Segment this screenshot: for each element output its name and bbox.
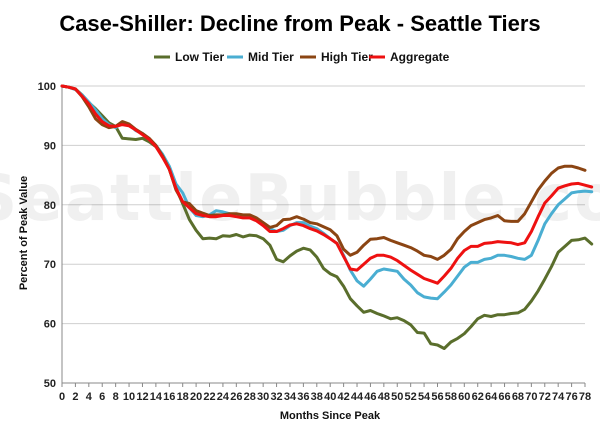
x-tick-label: 66	[498, 391, 510, 403]
y-tick-label: 90	[44, 140, 56, 152]
x-tick-label: 54	[418, 391, 431, 403]
x-tick-label: 74	[552, 391, 565, 403]
x-axis-label: Months Since Peak	[280, 410, 381, 422]
x-tick-label: 28	[244, 391, 256, 403]
x-tick-label: 6	[99, 391, 105, 403]
y-axis-label: Percent of Peak Value	[18, 176, 30, 290]
y-tick-label: 60	[44, 319, 56, 331]
y-tick-label: 70	[44, 259, 56, 271]
x-tick-label: 12	[136, 391, 148, 403]
x-tick-label: 72	[539, 391, 551, 403]
legend-label: Aggregate	[390, 50, 450, 64]
axes	[61, 86, 585, 384]
x-tick-label: 36	[297, 391, 309, 403]
legend-label: High Tier	[321, 50, 373, 64]
x-tick-label: 70	[525, 391, 537, 403]
x-tick-label: 32	[270, 391, 282, 403]
x-tick-label: 62	[472, 391, 484, 403]
x-tick-labels: 0 2 4 6 8 10 12 14 16 18 20 22 24 26 28 30 32 34 36 38 40 42 4…	[59, 383, 591, 403]
x-tick-label: 30	[257, 391, 269, 403]
legend-label: Low Tier	[175, 50, 224, 64]
x-tick-label: 44	[351, 391, 364, 403]
x-tick-label: 64	[485, 391, 498, 403]
x-tick-label: 16	[163, 391, 175, 403]
x-tick-label: 40	[324, 391, 336, 403]
x-tick-label: 46	[364, 391, 376, 403]
legend: Low Tier Mid Tier High Tier Aggregate	[154, 50, 450, 64]
x-tick-label: 10	[123, 391, 135, 403]
x-tick-label: 56	[431, 391, 443, 403]
x-tick-label: 8	[113, 391, 119, 403]
y-tick-labels: 50 60 70 80 90 100	[38, 81, 56, 390]
x-tick-label: 2	[72, 391, 78, 403]
x-tick-label: 34	[284, 391, 297, 403]
x-tick-label: 0	[59, 391, 65, 403]
x-tick-label: 38	[311, 391, 323, 403]
x-tick-label: 42	[337, 391, 349, 403]
chart-title: Case-Shiller: Decline from Peak - Seattl…	[59, 11, 540, 36]
grid-lines	[62, 85, 585, 325]
x-tick-label: 78	[579, 391, 591, 403]
x-tick-label: 58	[445, 391, 457, 403]
x-tick-label: 26	[230, 391, 242, 403]
x-tick-label: 76	[565, 391, 577, 403]
series-lines	[60, 84, 594, 350]
legend-label: Mid Tier	[248, 50, 294, 64]
x-tick-label: 22	[203, 391, 215, 403]
y-tick-label: 80	[44, 200, 56, 212]
x-tick-label: 60	[458, 391, 470, 403]
x-tick-label: 68	[512, 391, 524, 403]
x-tick-label: 48	[378, 391, 390, 403]
x-tick-label: 20	[190, 391, 202, 403]
x-tick-label: 50	[391, 391, 403, 403]
x-tick-label: 52	[405, 391, 417, 403]
series-line-aggregate	[60, 84, 594, 285]
y-tick-label: 100	[38, 81, 56, 93]
x-tick-label: 4	[86, 391, 93, 403]
y-tick-label: 50	[44, 378, 56, 390]
x-tick-label: 24	[217, 391, 230, 403]
x-tick-label: 14	[150, 391, 163, 403]
x-tick-label: 18	[177, 391, 189, 403]
